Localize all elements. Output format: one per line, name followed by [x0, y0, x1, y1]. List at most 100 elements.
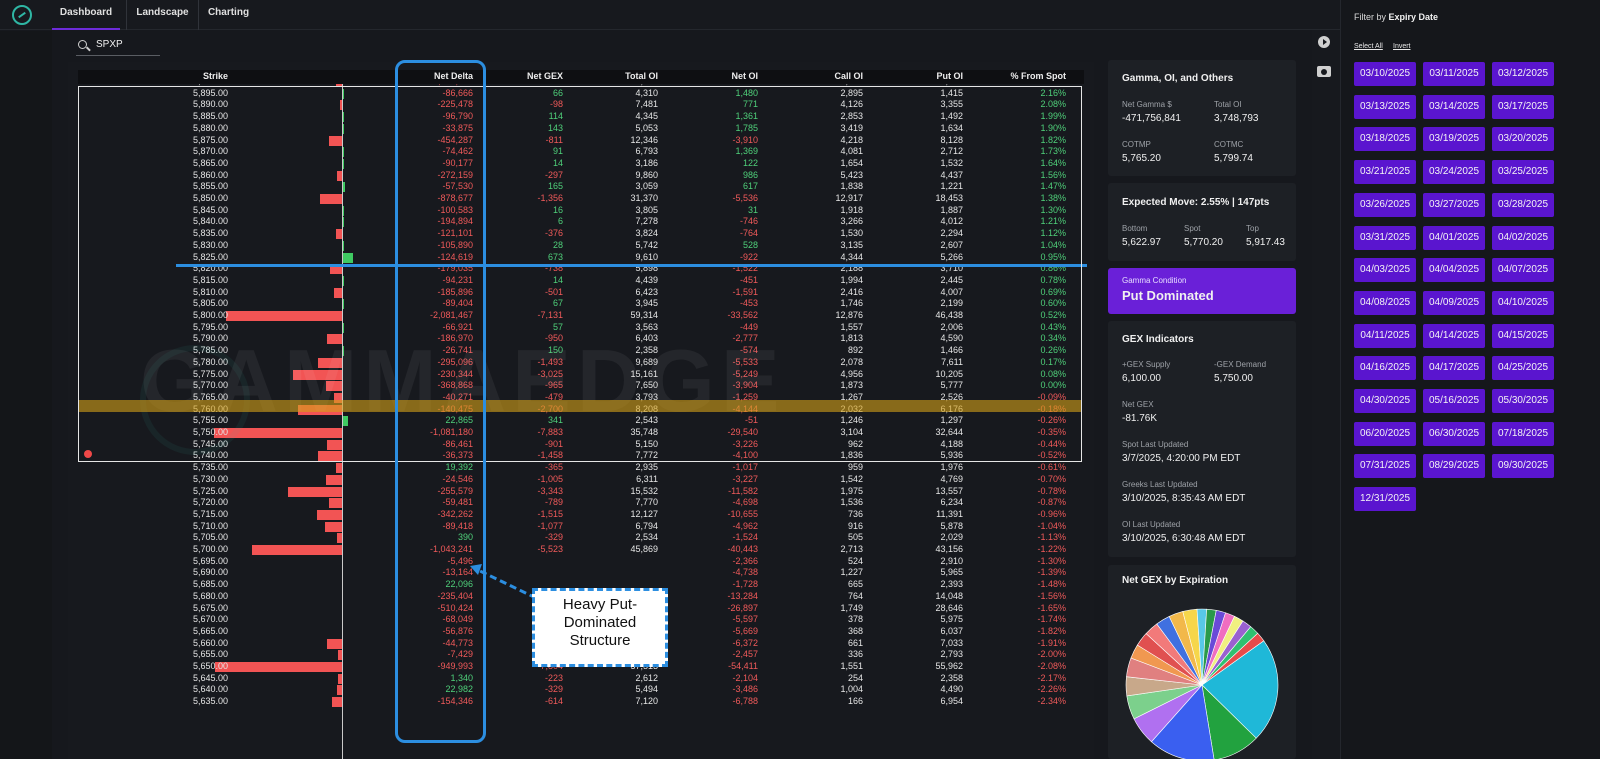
table-row[interactable]: 5,765.00 -40,271 -479 3,793 -1,259 1,267 2,526…: [78, 392, 1084, 404]
expiry-date-button[interactable]: 04/08/2025: [1354, 290, 1416, 315]
table-row[interactable]: 5,860.00 -272,159 -297 9,860 986 5,423 4,437 1.…: [78, 170, 1084, 182]
table-row[interactable]: 5,710.00 -89,418 -1,077 6,794 -4,962 916 5,878…: [78, 521, 1084, 533]
net-gex-pie-chart[interactable]: [1108, 565, 1296, 759]
expiry-date-button[interactable]: 04/11/2025: [1354, 323, 1416, 348]
table-row[interactable]: 5,705.00 390 -329 2,534 -1,524 505 2,029 -1.13%: [78, 532, 1084, 544]
expiry-date-button[interactable]: 03/28/2025: [1492, 192, 1554, 217]
table-row[interactable]: 5,720.00 -59,481 -789 7,770 -4,698 1,536 6,234…: [78, 497, 1084, 509]
camera-icon[interactable]: [1317, 66, 1331, 77]
table-row[interactable]: 5,770.00 -368,868 -965 7,650 -3,904 1,873 5,77…: [78, 380, 1084, 392]
expiry-date-button[interactable]: 03/18/2025: [1354, 127, 1416, 152]
table-row[interactable]: 5,745.00 -86,461 -901 5,150 -3,226 962 4,188 -0…: [78, 439, 1084, 451]
expiry-date-button[interactable]: 03/10/2025: [1354, 62, 1416, 86]
tab-landscape[interactable]: Landscape: [126, 0, 198, 30]
expiry-date-button[interactable]: 04/30/2025: [1354, 389, 1416, 413]
col-header-net-delta[interactable]: Net Delta: [433, 71, 473, 81]
table-row[interactable]: 5,800.00 -2,081,467 -7,131 59,314 -33,562 12,…: [78, 310, 1084, 322]
table-row[interactable]: 5,830.00 -105,890 28 5,742 528 3,135 2,607 1.04…: [78, 240, 1084, 252]
expiry-date-button[interactable]: 03/19/2025: [1423, 127, 1485, 152]
table-row[interactable]: 5,725.00 -255,579 -3,343 15,532 -11,582 1,975…: [78, 486, 1084, 498]
expiry-date-button[interactable]: 04/01/2025: [1423, 225, 1485, 250]
table-row[interactable]: 5,845.00 -100,583 16 3,805 31 1,918 1,887 1.30%: [78, 205, 1084, 217]
table-row[interactable]: 5,685.00 22,096 -1,728 665 2,393 -1.48%: [78, 579, 1084, 591]
expiry-date-button[interactable]: 06/20/2025: [1354, 421, 1416, 446]
table-row[interactable]: 5,820.00 -179,035 -738 5,898 -1,522 2,188 3,71…: [78, 263, 1084, 275]
expiry-date-button[interactable]: 03/21/2025: [1354, 160, 1416, 185]
col-header-call-oi[interactable]: Call OI: [834, 71, 863, 81]
expiry-date-button[interactable]: 04/04/2025: [1423, 258, 1485, 283]
table-row[interactable]: 5,890.00 -225,478 -98 7,481 771 4,126 3,355 2.0…: [78, 99, 1084, 111]
table-row[interactable]: 5,900.00 -1,375,955 -364 47,540 -154 23,693 23…: [78, 84, 1084, 88]
select-all-link[interactable]: Select All: [1354, 43, 1383, 50]
table-row[interactable]: 5,810.00 -185,896 -501 6,423 -1,591 2,416 4,00…: [78, 287, 1084, 299]
table-row[interactable]: 5,700.00 -1,043,241 -5,523 45,869 -40,443 2,7…: [78, 544, 1084, 556]
table-row[interactable]: 5,675.00 -510,424 -26,897 1,749 28,646 -1.65%: [78, 603, 1084, 615]
expiry-date-button[interactable]: 03/26/2025: [1354, 192, 1416, 217]
table-row[interactable]: 5,885.00 -96,790 114 4,345 1,361 2,853 1,492 1.…: [78, 111, 1084, 123]
expiry-date-button[interactable]: 04/17/2025: [1423, 356, 1485, 381]
table-row[interactable]: 5,680.00 -235,404 -13,284 764 14,048 -1.56%: [78, 591, 1084, 603]
expiry-date-button[interactable]: 03/27/2025: [1423, 192, 1485, 217]
table-row[interactable]: 5,785.00 -26,741 150 2,358 -574 892 1,466 0.26%: [78, 345, 1084, 357]
table-row[interactable]: 5,895.00 -86,666 66 4,310 1,480 2,895 1,415 2.1…: [78, 88, 1084, 100]
table-row[interactable]: 5,665.00 -56,876 -5,669 368 6,037 -1.82%: [78, 626, 1084, 638]
invert-link[interactable]: Invert: [1393, 43, 1411, 50]
expiry-date-button[interactable]: 04/25/2025: [1492, 356, 1554, 381]
expiry-date-button[interactable]: 03/11/2025: [1423, 62, 1485, 86]
expiry-date-button[interactable]: 04/14/2025: [1423, 323, 1485, 348]
expiry-date-button[interactable]: 05/30/2025: [1492, 389, 1554, 413]
table-row[interactable]: 5,775.00 -230,344 -3,025 15,161 -5,249 4,956 1…: [78, 369, 1084, 381]
table-row[interactable]: 5,795.00 -66,921 57 3,563 -449 1,557 2,006 0.43…: [78, 322, 1084, 334]
expiry-date-button[interactable]: 05/16/2025: [1423, 389, 1485, 413]
table-row[interactable]: 5,825.00 -124,619 673 9,610 -922 4,344 5,266 0.…: [78, 252, 1084, 264]
expiry-date-button[interactable]: 03/24/2025: [1423, 160, 1485, 185]
col-header-total-oi[interactable]: Total OI: [625, 71, 658, 81]
expiry-date-button[interactable]: 04/09/2025: [1423, 290, 1485, 315]
expiry-date-button[interactable]: 03/25/2025: [1492, 160, 1554, 185]
table-row[interactable]: 5,735.00 19,392 -365 2,935 -1,017 959 1,976 -0.…: [78, 462, 1084, 474]
logo-icon[interactable]: [12, 5, 32, 25]
table-row[interactable]: 5,835.00 -121,101 -376 3,824 -764 1,530 2,294 1…: [78, 228, 1084, 240]
expiry-date-button[interactable]: 04/10/2025: [1492, 290, 1554, 315]
play-icon[interactable]: [1318, 36, 1330, 48]
table-row[interactable]: 5,840.00 -194,894 6 7,278 -746 3,266 4,012 1.21…: [78, 216, 1084, 228]
expiry-date-button[interactable]: 03/20/2025: [1492, 127, 1554, 152]
pie-slice[interactable]: [1201, 640, 1279, 739]
table-row[interactable]: 5,695.00 -5,496 -2,366 524 2,910 -1.30%: [78, 556, 1084, 568]
col-header-pct-from-spot[interactable]: % From Spot: [1010, 71, 1067, 81]
expiry-date-button[interactable]: 03/13/2025: [1354, 94, 1416, 119]
tab-charting[interactable]: Charting: [198, 0, 258, 30]
table-row[interactable]: 5,865.00 -90,177 14 3,186 122 1,654 1,532 1.64%: [78, 158, 1084, 170]
col-header-net-oi[interactable]: Net OI: [731, 71, 758, 81]
pie-slice[interactable]: [1201, 684, 1257, 759]
expiry-date-button[interactable]: 03/31/2025: [1354, 225, 1416, 250]
expiry-date-button[interactable]: 04/07/2025: [1492, 258, 1554, 283]
table-row[interactable]: 5,780.00 -295,096 -1,493 9,689 -5,533 2,078 7,…: [78, 357, 1084, 369]
expiry-date-button[interactable]: 07/18/2025: [1492, 421, 1554, 446]
expiry-date-button[interactable]: 06/30/2025: [1423, 421, 1485, 446]
expiry-date-button[interactable]: 04/03/2025: [1354, 258, 1416, 283]
col-header-strike[interactable]: Strike: [202, 71, 228, 81]
table-row[interactable]: 5,850.00 -878,677 -1,356 31,370 -5,536 12,917…: [78, 193, 1084, 205]
table-row[interactable]: 5,740.00 -36,373 -1,458 7,772 -4,100 1,836 5,9…: [78, 450, 1084, 462]
expiry-date-button[interactable]: 03/14/2025: [1423, 94, 1485, 119]
tab-dashboard[interactable]: Dashboard: [52, 0, 120, 30]
expiry-date-button[interactable]: 09/30/2025: [1492, 454, 1554, 479]
expiry-date-button[interactable]: 04/15/2025: [1492, 323, 1554, 348]
table-row[interactable]: 5,690.00 -13,164 -4,738 1,227 5,965 -1.39%: [78, 567, 1084, 579]
expiry-date-button[interactable]: 04/16/2025: [1354, 356, 1416, 381]
table-row[interactable]: 5,635.00 -154,346 -614 7,120 -6,788 166 6,954 -…: [78, 696, 1084, 708]
table-row[interactable]: 5,750.00 -1,081,180 -7,883 35,748 -29,540 3,1…: [78, 427, 1084, 439]
table-row[interactable]: 5,805.00 -89,404 67 3,945 -453 1,746 2,199 0.60…: [78, 298, 1084, 310]
table-row[interactable]: 5,670.00 -68,049 -5,597 378 5,975 -1.74%: [78, 614, 1084, 626]
expiry-date-button[interactable]: 07/31/2025: [1354, 454, 1416, 479]
table-row[interactable]: 5,870.00 -74,462 91 6,793 1,369 4,081 2,712 1.7…: [78, 146, 1084, 158]
table-row[interactable]: 5,755.00 22,865 341 2,543 -51 1,246 1,297 -0.26…: [78, 415, 1084, 427]
table-row[interactable]: 5,855.00 -57,530 165 3,059 617 1,838 1,221 1.47…: [78, 181, 1084, 193]
table-row[interactable]: 5,640.00 22,982 -329 5,494 -3,486 1,004 4,490 -…: [78, 684, 1084, 696]
table-row[interactable]: 5,875.00 -454,287 -811 12,346 -3,910 4,218 8,1…: [78, 135, 1084, 147]
table-row[interactable]: 5,815.00 -94,231 14 4,439 -451 1,994 2,445 0.78…: [78, 275, 1084, 287]
expiry-date-button[interactable]: 03/17/2025: [1492, 94, 1554, 119]
col-header-net-gex[interactable]: Net GEX: [526, 71, 563, 81]
ticker-search-input[interactable]: SPXP: [76, 36, 160, 56]
